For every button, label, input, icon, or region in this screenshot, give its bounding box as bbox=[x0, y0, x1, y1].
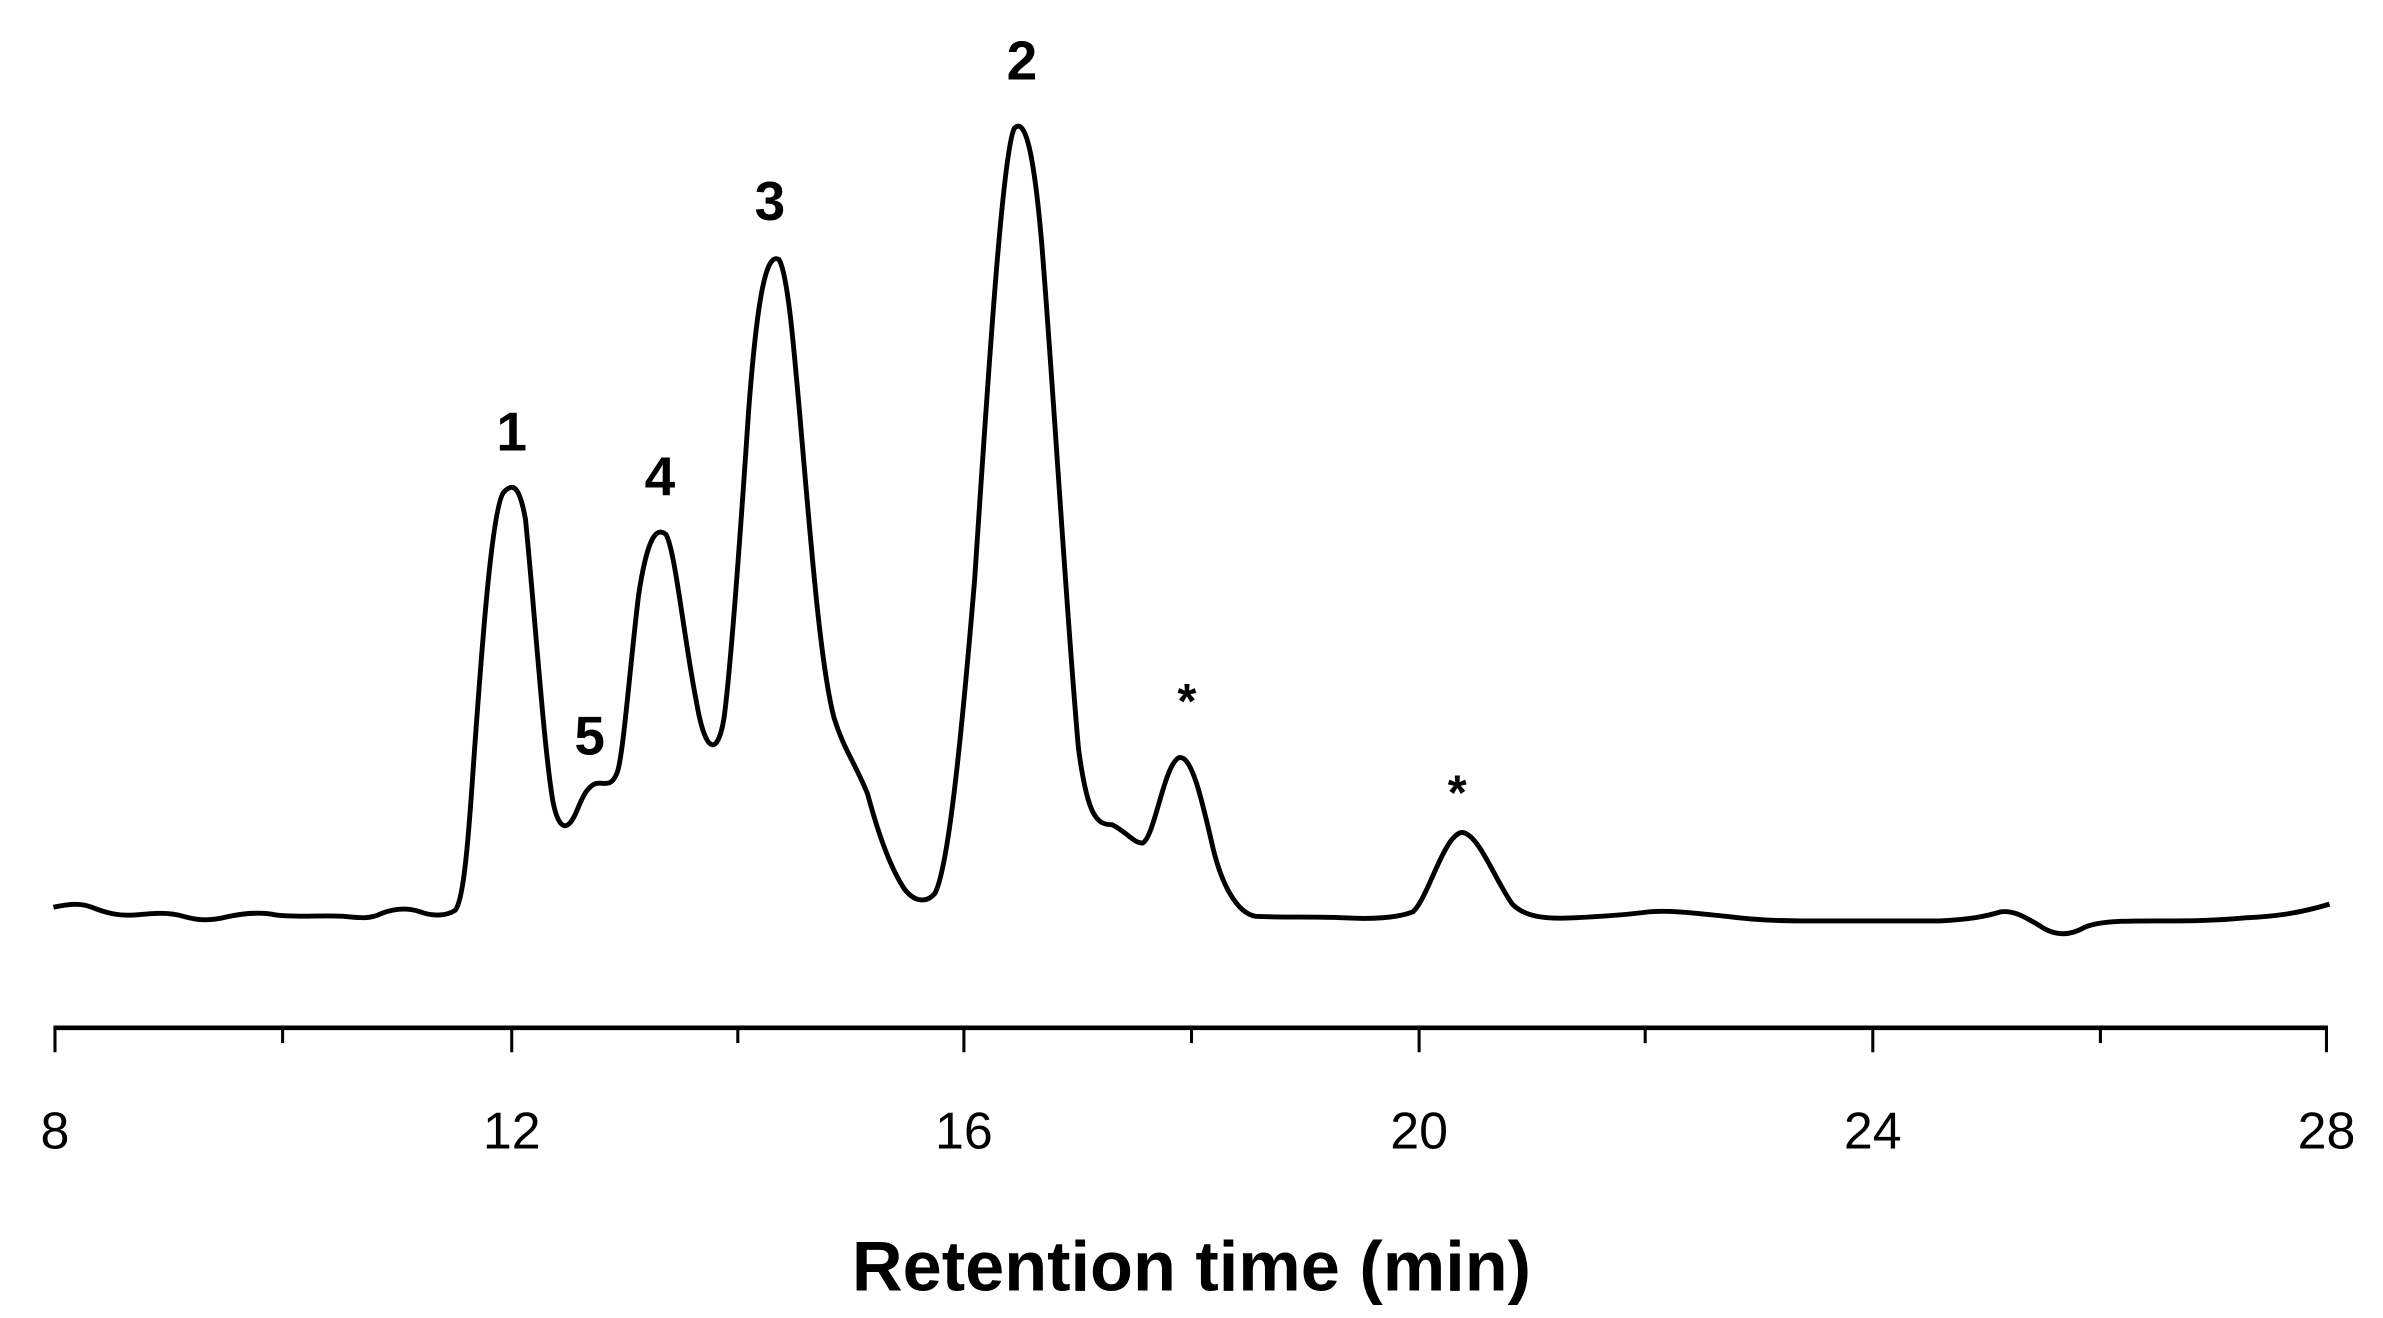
x-tick-label: 12 bbox=[483, 1102, 541, 1160]
x-axis-title: Retention time (min) bbox=[852, 1227, 1531, 1306]
peak-label-star-1: * bbox=[1177, 675, 1196, 729]
x-tick-label: 24 bbox=[1844, 1102, 1902, 1160]
chromatogram-trace bbox=[52, 123, 2331, 937]
x-tick-label: 16 bbox=[935, 1102, 993, 1160]
x-tick-label: 8 bbox=[41, 1102, 70, 1160]
peak-label-star-2: * bbox=[1448, 766, 1467, 820]
peak-label-4: 4 bbox=[645, 445, 676, 507]
x-tick-label: 28 bbox=[2298, 1102, 2356, 1160]
x-axis: 8 12 16 20 24 28 Retention time (min) bbox=[41, 1025, 2356, 1306]
peak-label-5: 5 bbox=[574, 704, 605, 766]
x-tick-label: 20 bbox=[1390, 1102, 1448, 1160]
peak-label-1: 1 bbox=[496, 401, 527, 463]
peak-label-2: 2 bbox=[1007, 29, 1038, 91]
peak-label-3: 3 bbox=[755, 170, 786, 232]
